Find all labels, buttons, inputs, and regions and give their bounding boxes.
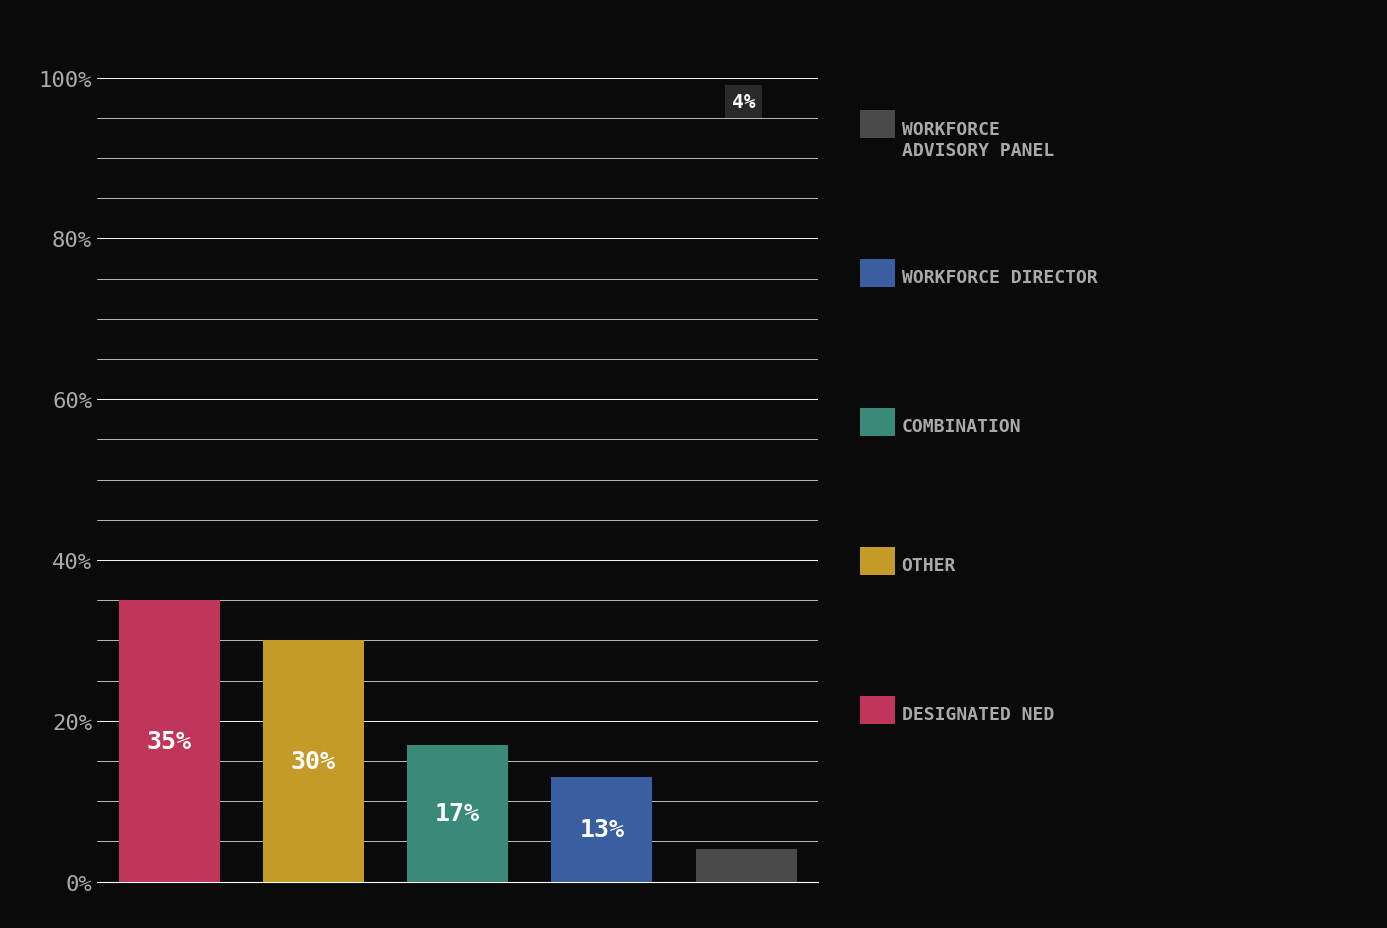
Text: COMBINATION: COMBINATION [902,418,1021,435]
Text: 17%: 17% [436,802,480,825]
Text: OTHER: OTHER [902,557,956,574]
Text: 13%: 13% [580,818,624,842]
Text: DESIGNATED NED: DESIGNATED NED [902,705,1054,723]
Text: 30%: 30% [291,749,336,773]
Bar [552,777,652,882]
Text: 35%: 35% [147,729,191,753]
Bar [696,849,796,882]
Text: 4%: 4% [731,93,755,112]
Bar [408,745,508,882]
Bar [264,640,363,882]
Bar [119,600,219,882]
Text: WORKFORCE
ADVISORY PANEL: WORKFORCE ADVISORY PANEL [902,121,1054,160]
Text: WORKFORCE DIRECTOR: WORKFORCE DIRECTOR [902,269,1097,287]
